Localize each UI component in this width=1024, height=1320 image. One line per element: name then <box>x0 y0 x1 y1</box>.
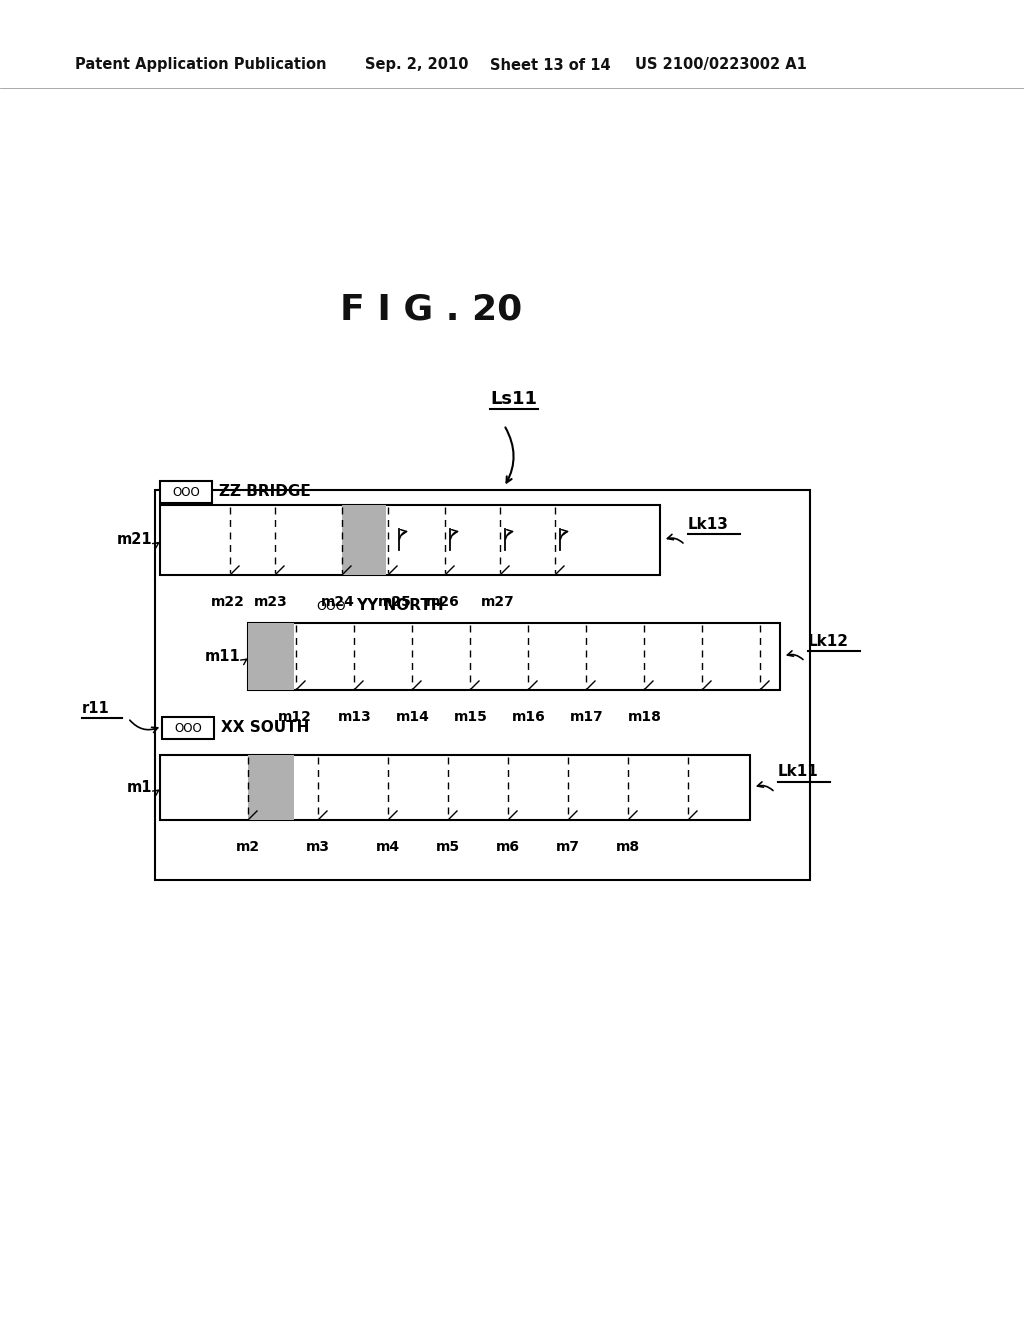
Text: r11: r11 <box>82 701 110 715</box>
Text: F I G . 20: F I G . 20 <box>340 293 522 327</box>
Text: ZZ BRIDGE: ZZ BRIDGE <box>219 484 310 499</box>
Bar <box>160 480 212 503</box>
Text: Ls11: Ls11 <box>490 389 537 408</box>
Text: m26: m26 <box>426 595 460 609</box>
Bar <box>155 490 810 880</box>
Text: Lk13: Lk13 <box>688 517 729 532</box>
Text: m16: m16 <box>512 710 546 723</box>
Text: m13: m13 <box>338 710 372 723</box>
Text: m2: m2 <box>236 840 260 854</box>
Text: m22: m22 <box>211 595 245 609</box>
Text: m4: m4 <box>376 840 400 854</box>
Bar <box>248 623 780 690</box>
Text: m5: m5 <box>436 840 460 854</box>
Text: m8: m8 <box>616 840 640 854</box>
Bar <box>248 755 294 820</box>
Text: m11: m11 <box>204 649 240 664</box>
Text: Lk11: Lk11 <box>778 764 819 780</box>
Text: m6: m6 <box>496 840 520 854</box>
Text: Sep. 2, 2010: Sep. 2, 2010 <box>365 58 469 73</box>
Text: Patent Application Publication: Patent Application Publication <box>75 58 327 73</box>
Text: US 2100/0223002 A1: US 2100/0223002 A1 <box>635 58 807 73</box>
Text: m14: m14 <box>396 710 430 723</box>
Text: XX SOUTH: XX SOUTH <box>221 721 309 735</box>
Bar <box>162 717 214 739</box>
Bar <box>160 506 660 576</box>
Text: Lk12: Lk12 <box>808 634 849 648</box>
Text: m12: m12 <box>279 710 312 723</box>
Text: m15: m15 <box>454 710 488 723</box>
Text: m27: m27 <box>481 595 515 609</box>
Text: m18: m18 <box>628 710 662 723</box>
Text: m7: m7 <box>556 840 580 854</box>
Text: m3: m3 <box>306 840 330 854</box>
Text: m21: m21 <box>117 532 152 548</box>
Text: OOO: OOO <box>172 486 200 499</box>
Bar <box>248 623 294 690</box>
Text: m25: m25 <box>378 595 412 609</box>
Text: OOO: OOO <box>174 722 202 734</box>
Text: m17: m17 <box>570 710 604 723</box>
Text: OOO: OOO <box>316 599 346 612</box>
Bar <box>160 755 750 820</box>
Text: m1: m1 <box>127 780 152 795</box>
Text: Sheet 13 of 14: Sheet 13 of 14 <box>490 58 610 73</box>
Bar <box>342 506 386 576</box>
Text: YY NORTH: YY NORTH <box>356 598 443 614</box>
Text: m24: m24 <box>322 595 355 609</box>
Text: m23: m23 <box>254 595 288 609</box>
